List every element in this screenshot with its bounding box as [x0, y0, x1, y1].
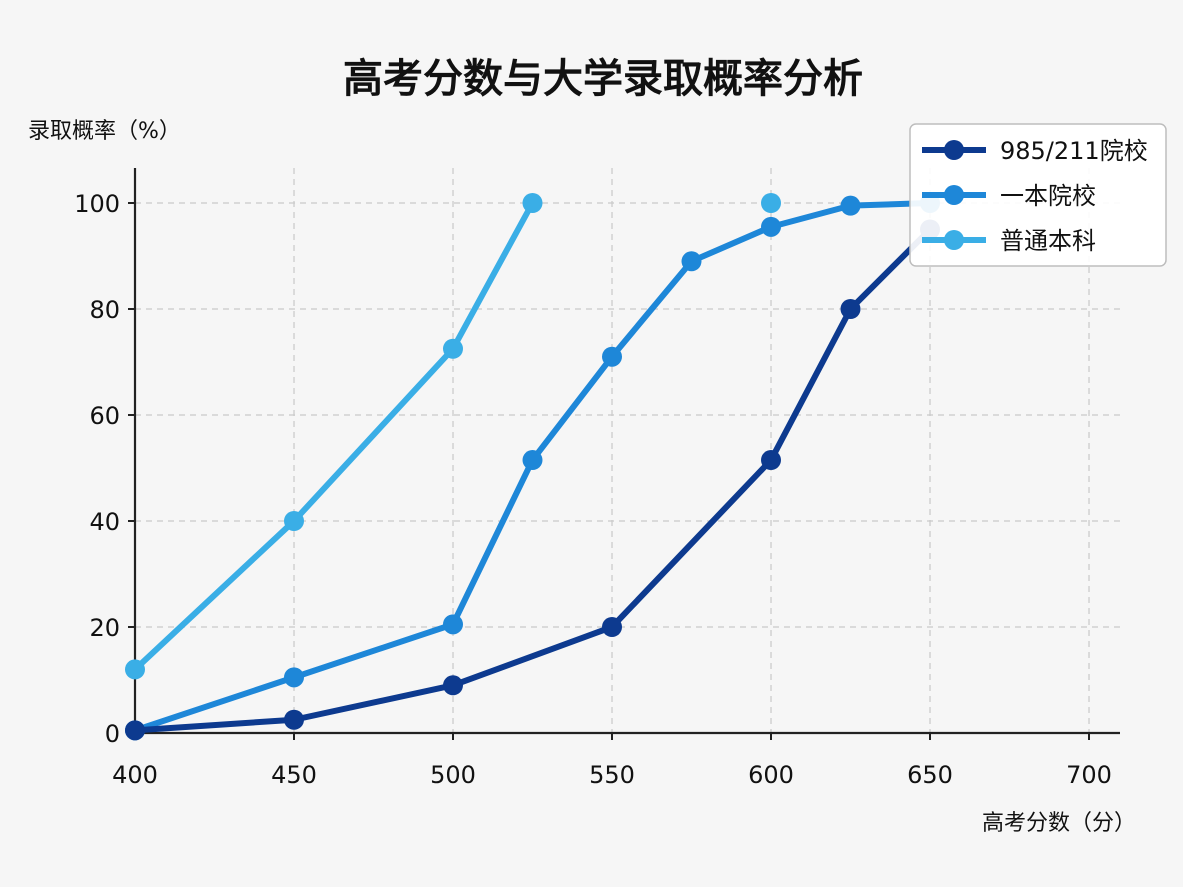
- x-tick-label: 450: [271, 761, 317, 789]
- chart-title: 高考分数与大学录取概率分析: [343, 56, 863, 102]
- data-point: [443, 338, 463, 359]
- legend-item: 985/211院校: [922, 137, 1148, 165]
- y-tick-label: 60: [89, 402, 120, 430]
- data-point: [125, 659, 145, 680]
- data-point: [284, 511, 304, 531]
- series-line: [132, 226, 933, 734]
- legend-label: 一本院校: [1000, 182, 1096, 210]
- legend-label: 普通本科: [1000, 227, 1096, 255]
- data-point: [761, 450, 781, 471]
- y-tick-label: 20: [89, 614, 120, 642]
- data-point: [522, 450, 543, 471]
- axes: [128, 168, 1120, 740]
- x-tick-label: 500: [430, 761, 476, 789]
- data-point: [681, 251, 702, 272]
- x-tick-label: 400: [112, 761, 158, 789]
- x-tick-label: 600: [748, 761, 794, 789]
- series-2: [125, 193, 781, 680]
- legend-item: 普通本科: [922, 227, 1096, 255]
- tick-labels: 400 450 500 550 600 650 700 0 20 40 60 80 100: [74, 190, 1112, 789]
- data-point: [284, 667, 304, 688]
- data-point: [443, 675, 463, 696]
- series-line: [132, 200, 536, 673]
- data-point: [840, 299, 861, 319]
- legend-label: 985/211院校: [1000, 137, 1148, 165]
- y-axis-label: 录取概率（%）: [28, 119, 181, 144]
- x-tick-label: 700: [1066, 761, 1112, 789]
- x-axis-label: 高考分数（分）: [982, 811, 1136, 836]
- y-tick-label: 0: [105, 720, 120, 748]
- y-tick-label: 40: [89, 508, 120, 536]
- y-tick-label: 80: [89, 296, 120, 324]
- x-tick-label: 650: [907, 761, 953, 789]
- legend-swatch-marker: [944, 140, 964, 160]
- legend-swatch-marker: [944, 185, 964, 205]
- series-lines: [125, 193, 940, 741]
- data-point: [522, 193, 543, 213]
- data-point: [761, 216, 781, 237]
- data-point: [443, 614, 463, 635]
- series-0: [125, 219, 940, 741]
- data-point: [284, 709, 304, 730]
- legend-box: [909, 123, 1167, 267]
- data-point: [761, 193, 781, 213]
- y-tick-label: 100: [74, 190, 120, 218]
- legend-swatch-marker: [944, 230, 964, 250]
- data-point: [840, 195, 861, 216]
- legend-item: 一本院校: [922, 182, 1096, 210]
- data-point: [602, 617, 622, 637]
- data-point: [125, 720, 145, 741]
- data-point: [602, 346, 622, 367]
- x-tick-label: 550: [589, 761, 635, 789]
